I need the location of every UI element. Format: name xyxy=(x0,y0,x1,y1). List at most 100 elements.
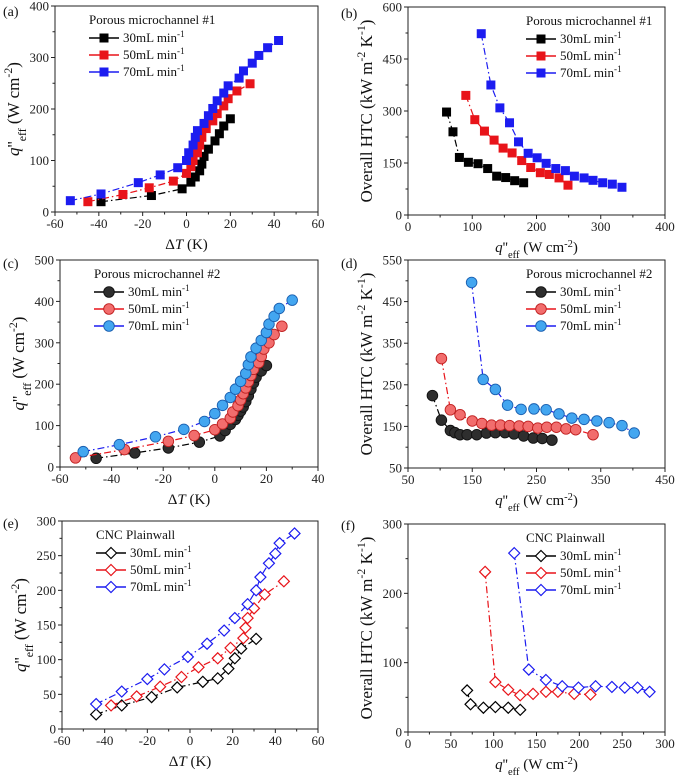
data-point xyxy=(241,611,254,625)
legend-marker xyxy=(103,286,115,298)
data-point xyxy=(501,399,514,411)
data-point xyxy=(579,173,589,183)
data-point xyxy=(155,170,165,180)
x-tick-label: -60 xyxy=(46,216,63,231)
data-point xyxy=(587,428,599,441)
text-part: '' xyxy=(4,141,23,147)
data-point xyxy=(245,79,255,89)
data-point xyxy=(528,403,540,415)
text-part: '' xyxy=(503,493,509,509)
y-tick-label: 400 xyxy=(35,294,55,309)
data-point xyxy=(464,697,477,711)
y-tick-label: 0 xyxy=(396,208,403,223)
data-point xyxy=(605,680,619,694)
data-point xyxy=(192,148,202,158)
text-part: eff xyxy=(508,250,520,261)
y-tick-label: 500 xyxy=(35,253,55,268)
data-point xyxy=(214,129,224,139)
data-point xyxy=(250,342,262,354)
y-tick-label: 200 xyxy=(37,583,57,598)
text-part: -1 xyxy=(354,278,368,288)
data-point xyxy=(238,66,248,76)
x-tick-label: 100 xyxy=(463,219,483,234)
text-part: eff xyxy=(508,503,520,514)
data-point xyxy=(232,86,242,96)
text-part: 70mL min xyxy=(560,582,615,597)
data-point xyxy=(461,428,473,441)
legend-label: 70mL min-1 xyxy=(560,64,622,80)
data-point xyxy=(551,164,561,174)
data-point xyxy=(192,660,205,674)
data-point xyxy=(210,136,220,146)
data-point xyxy=(477,373,489,386)
legend-title: Porous microchannel #1 xyxy=(89,12,215,27)
subplot-a: (a) -60 -40 -20 0 20 40 60 0 100 200 300 400 ΔT (K) q'… xyxy=(1,0,325,253)
x-tick-label: 20 xyxy=(260,471,273,486)
y-tick-label: 400 xyxy=(30,0,50,14)
data-point xyxy=(158,663,171,676)
y-axis-label: Overall HTC (kW m-2 K-1) xyxy=(354,273,376,456)
data-point xyxy=(539,673,553,687)
data-point xyxy=(168,176,178,186)
text-part: (W cm xyxy=(4,78,23,129)
x-tick-label: 60 xyxy=(312,216,325,231)
text-part: -2 xyxy=(354,52,368,62)
text-part: ) xyxy=(573,757,578,773)
data-point xyxy=(249,632,263,646)
data-point xyxy=(212,109,222,119)
y-tick-label: 450 xyxy=(383,52,403,67)
legend-title: Porous microchannel #2 xyxy=(94,266,220,281)
series-black xyxy=(442,107,529,188)
data-point xyxy=(199,151,209,161)
data-point xyxy=(249,583,263,597)
data-point xyxy=(563,180,573,190)
data-point xyxy=(519,178,529,188)
data-point xyxy=(170,681,184,694)
y-tick-label: 150 xyxy=(383,156,403,171)
data-point xyxy=(140,672,154,686)
data-point xyxy=(254,570,267,584)
subplot-b: (b) 0 100 200 300 400 0 150 300 450 600 q''eff (W c… xyxy=(341,0,675,261)
data-point xyxy=(526,687,540,701)
data-point xyxy=(618,681,632,694)
text-part: Δ xyxy=(165,237,175,253)
data-point xyxy=(589,679,602,693)
data-point xyxy=(607,179,617,189)
legend-label: 30mL min-1 xyxy=(560,547,622,563)
data-point xyxy=(507,546,521,560)
data-point xyxy=(190,132,200,142)
x-tick-label: 250 xyxy=(612,736,632,751)
x-tick-label: 450 xyxy=(655,472,675,487)
data-point xyxy=(501,701,515,715)
text-part: -2 xyxy=(564,756,573,767)
x-tick-label: 40 xyxy=(312,471,325,486)
text-part: -1 xyxy=(614,64,622,74)
y-tick-label: 0 xyxy=(50,722,57,737)
data-point xyxy=(448,127,458,137)
y-axis-label: q''eff (W cm-2) xyxy=(1,62,29,156)
series-black xyxy=(89,632,263,721)
data-point xyxy=(83,197,93,207)
data-point xyxy=(517,156,527,166)
legend-label: 70mL min-1 xyxy=(130,578,192,594)
data-point xyxy=(501,683,515,697)
data-point xyxy=(473,159,483,169)
series-red xyxy=(83,79,255,207)
y-tick-label: 200 xyxy=(35,377,55,392)
data-point xyxy=(276,320,288,332)
data-point xyxy=(199,118,209,128)
data-point xyxy=(144,183,154,193)
text-part: 50mL min xyxy=(560,301,615,316)
subplot-e: (e) -60 -40 -20 0 20 40 60 0 50 100 150 200 250 300 ΔT … xyxy=(3,514,325,771)
data-point xyxy=(501,173,511,183)
text-part: 50mL min xyxy=(130,562,185,577)
data-point xyxy=(569,171,579,181)
text-part: (K) xyxy=(187,754,212,770)
text-part: -1 xyxy=(614,581,622,591)
text-part: '' xyxy=(503,757,509,773)
text-part: T xyxy=(175,237,185,253)
x-tick-label: 0 xyxy=(212,471,219,486)
